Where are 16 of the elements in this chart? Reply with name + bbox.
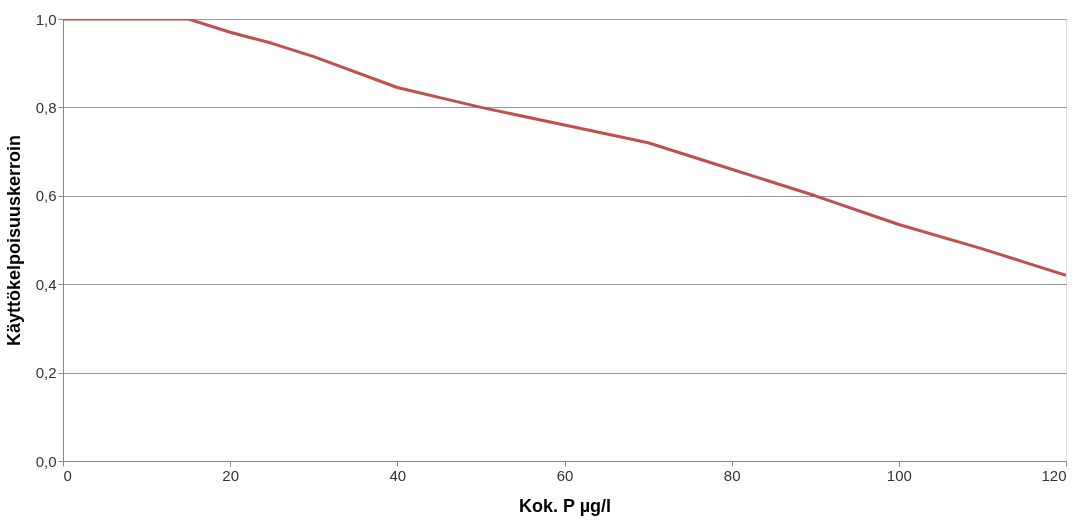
x-tick-label: 80 (723, 466, 741, 484)
y-axis-title: Käyttökelpoisuuskerroin (3, 134, 24, 347)
x-tick-label: 0 (63, 466, 72, 484)
y-tick-label: 0,0 (35, 452, 57, 470)
x-tick-label: 120 (1041, 466, 1067, 484)
y-tick-label: 0,2 (35, 364, 57, 382)
x-axis-title: Kok. P µg/l (518, 495, 612, 516)
y-tick-label: 0,4 (35, 275, 57, 293)
x-tick-label: 100 (886, 466, 912, 484)
y-tick-label: 0,6 (35, 187, 57, 205)
line-series (63, 19, 1066, 277)
x-tick-label: 20 (222, 466, 240, 484)
y-tick-label: 1,0 (35, 10, 57, 28)
y-tick-label: 0,8 (35, 98, 57, 116)
x-tick-label: 40 (389, 466, 407, 484)
x-tick-label: 60 (556, 466, 574, 484)
